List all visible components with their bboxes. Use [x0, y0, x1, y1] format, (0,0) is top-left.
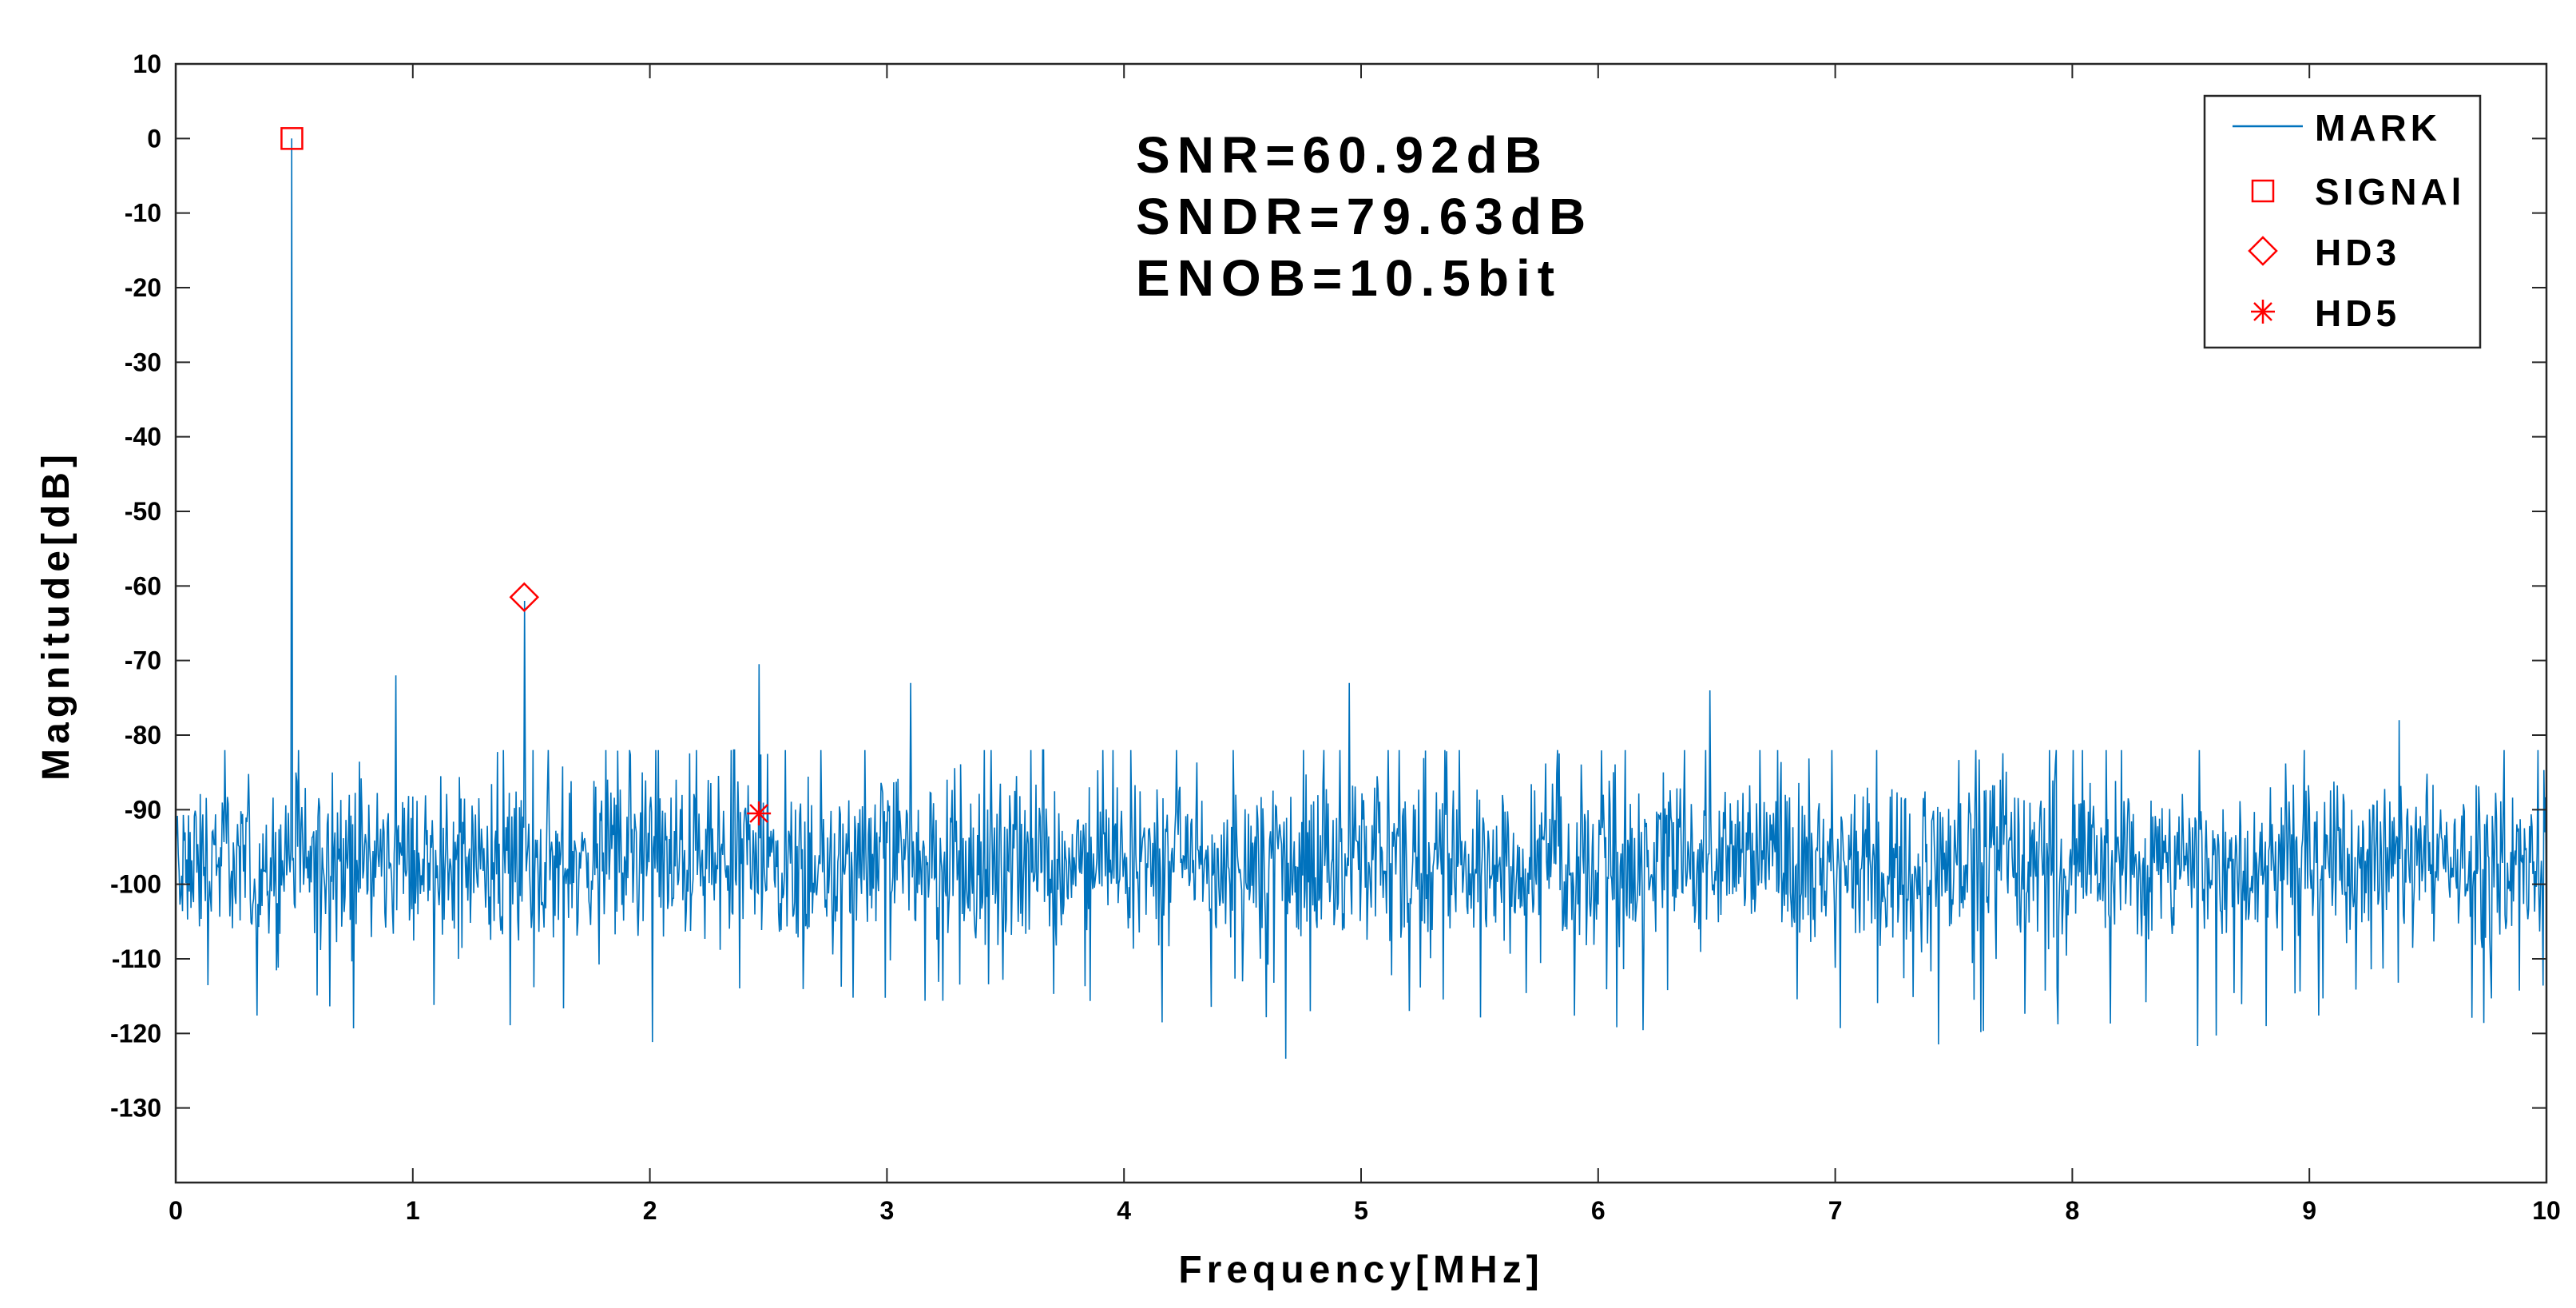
enob-annotation: ENOB=10.5bit — [1136, 249, 1562, 307]
legend-asterisk-icon — [2251, 300, 2275, 324]
y-tick-label: -110 — [112, 944, 161, 973]
y-tick-label: -20 — [125, 273, 161, 302]
x-tick-label: 5 — [1354, 1196, 1368, 1225]
x-axis-title: Frequency[MHz] — [1178, 1249, 1543, 1291]
x-tick-label: 8 — [2066, 1196, 2080, 1225]
harmonic-markers — [280, 127, 772, 825]
y-tick-label: 0 — [147, 124, 161, 153]
y-tick-label: -80 — [125, 721, 161, 749]
legend-label-mark: MARK — [2315, 107, 2441, 149]
x-tick-label: 4 — [1117, 1196, 1131, 1225]
x-tick-label: 9 — [2302, 1196, 2316, 1225]
x-tick-label: 2 — [643, 1196, 657, 1225]
y-tick-label: -90 — [125, 795, 161, 824]
x-tick-label: 3 — [880, 1196, 895, 1225]
spectrum-line — [176, 138, 2546, 1060]
y-tick-label: -70 — [125, 646, 161, 675]
metrics-annotation: SNR=60.92dB SNDR=79.63dB ENOB=10.5bit — [1136, 126, 1593, 307]
y-tick-label: -30 — [125, 348, 161, 376]
y-axis-title: Magnitude[dB] — [35, 450, 77, 781]
legend-diamond-icon — [2248, 236, 2278, 266]
y-tick-label: -60 — [125, 571, 161, 600]
snr-annotation: SNR=60.92dB — [1136, 126, 1549, 184]
x-tick-label: 6 — [1591, 1196, 1606, 1225]
hd5-marker — [747, 801, 772, 825]
legend-box — [2203, 94, 2482, 349]
x-tick-label: 0 — [169, 1196, 183, 1225]
y-tick-label: -40 — [125, 423, 161, 451]
legend-label-hd3: HD3 — [2315, 232, 2400, 273]
legend-square-icon — [2251, 179, 2275, 203]
y-tick-label: -50 — [125, 497, 161, 526]
x-tick-label: 10 — [2532, 1196, 2561, 1225]
sndr-annotation: SNDR=79.63dB — [1136, 188, 1593, 245]
x-tick-label: 7 — [1828, 1196, 1843, 1225]
y-tick-label: -100 — [110, 870, 161, 899]
axis-ticks: 0 1 2 3 4 5 6 7 8 9 10 10 0 -10 -20 -30 -40 -50 -60 -70 -80 -… — [110, 50, 2561, 1225]
spectrum-trace-layer — [176, 138, 2546, 1060]
legend-label-signal: SIGNAl — [2315, 171, 2465, 213]
legend: MARK SIGNAl HD3 HD5 — [2203, 94, 2482, 349]
y-tick-label: 10 — [133, 50, 161, 78]
y-tick-label: -130 — [110, 1094, 161, 1123]
legend-label-hd5: HD5 — [2315, 292, 2400, 334]
signal-marker — [280, 127, 304, 150]
x-tick-label: 1 — [406, 1196, 420, 1225]
y-tick-label: -120 — [110, 1019, 161, 1048]
y-tick-label: -10 — [125, 199, 161, 228]
hd3-marker — [509, 582, 540, 613]
